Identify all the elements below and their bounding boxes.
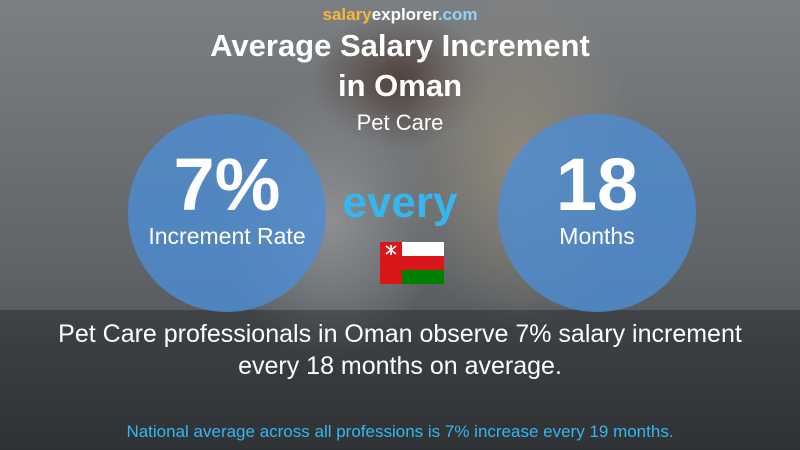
increment-rate-value: 7%	[173, 143, 281, 226]
months-circle: 18 Months	[498, 114, 696, 312]
summary-text: Pet Care professionals in Oman observe 7…	[0, 318, 800, 382]
page-title-line1: Average Salary Increment	[210, 28, 590, 63]
oman-flag-icon	[380, 242, 444, 284]
page-subtitle: Pet Care	[356, 110, 444, 135]
brand-logo[interactable]: salaryexplorer.com	[0, 5, 800, 25]
months-value: 18	[555, 143, 639, 226]
page-title-line2: in Oman	[337, 68, 462, 103]
every-connector: every	[342, 178, 458, 227]
brand-part-explorer: explorer	[371, 5, 438, 24]
increment-rate-label: Increment Rate	[148, 223, 306, 249]
summary-line2: every 18 months on average.	[238, 352, 562, 380]
brand-part-salary: salary	[322, 5, 372, 24]
bottom-band	[0, 310, 800, 450]
months-label: Months	[559, 223, 635, 249]
increment-rate-circle: 7% Increment Rate	[128, 114, 326, 312]
summary-line1: Pet Care professionals in Oman observe 7…	[58, 320, 742, 348]
national-average-footnote: National average across all professions …	[126, 422, 674, 441]
brand-part-domain: .com	[437, 5, 478, 24]
